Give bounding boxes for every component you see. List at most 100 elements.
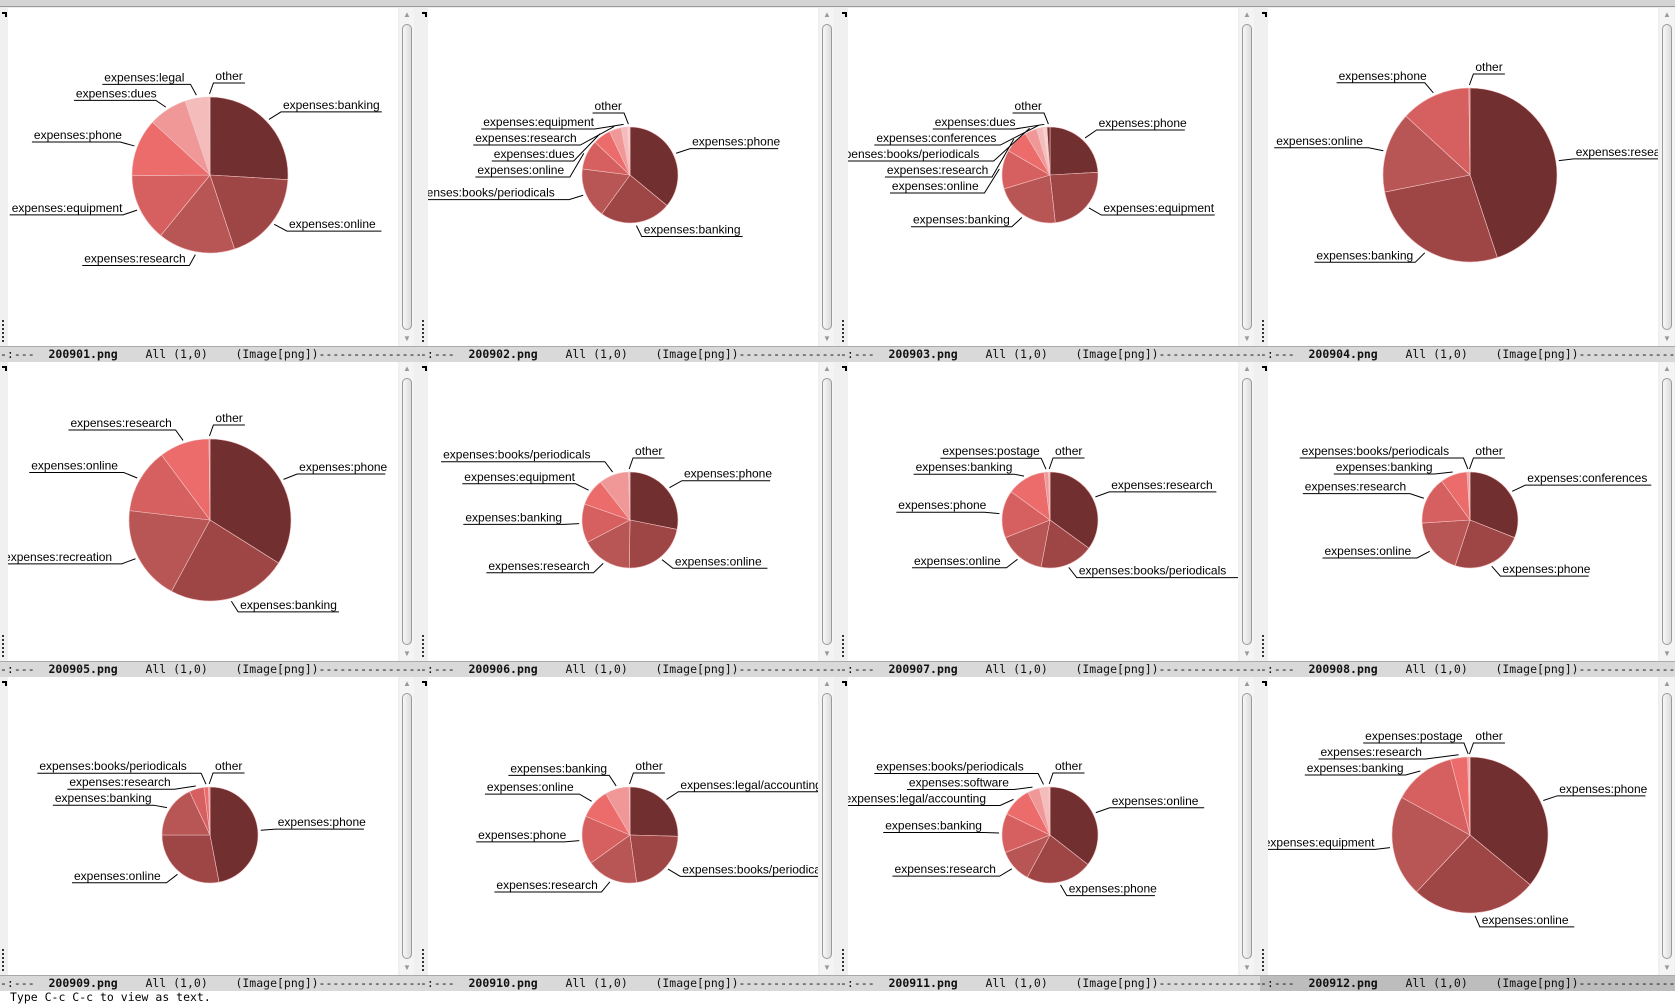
image-window-200904[interactable]: expenses:research expenses:banking expense… xyxy=(1260,8,1675,362)
scroll-down-arrow-icon[interactable]: ▼ xyxy=(1663,334,1671,343)
image-window-200907[interactable]: expenses:research expenses:books/periodic… xyxy=(840,362,1260,677)
scrollbar-thumb[interactable] xyxy=(402,24,412,330)
mode-line[interactable]: -:--- 200904.png All (1,0) (Image[png])-… xyxy=(1260,346,1675,362)
vertical-scrollbar[interactable]: ▲ ▼ xyxy=(400,8,414,346)
buffer-name[interactable]: 200901.png xyxy=(48,347,118,361)
vertical-scrollbar[interactable]: ▲ ▼ xyxy=(400,677,414,975)
scroll-up-arrow-icon[interactable]: ▲ xyxy=(823,10,831,19)
image-window-200903[interactable]: expenses:phone expenses:equipment expenses… xyxy=(840,8,1260,362)
mode-line[interactable]: -:--- 200903.png All (1,0) (Image[png])-… xyxy=(840,346,1260,362)
buffer-name[interactable]: 200908.png xyxy=(1308,662,1378,676)
major-mode[interactable]: (Image[png]) xyxy=(1075,347,1159,361)
mode-line[interactable]: -:--- 200901.png All (1,0) (Image[png])-… xyxy=(0,346,420,362)
image-window-200901[interactable]: expenses:banking expenses:online expenses:… xyxy=(0,8,420,362)
scroll-up-arrow-icon[interactable]: ▲ xyxy=(1243,364,1251,373)
vertical-scrollbar[interactable]: ▲ ▼ xyxy=(820,362,834,661)
major-mode[interactable]: (Image[png]) xyxy=(235,662,319,676)
major-mode[interactable]: (Image[png]) xyxy=(1495,976,1579,990)
buffer-name[interactable]: 200905.png xyxy=(48,662,118,676)
major-mode[interactable]: (Image[png]) xyxy=(655,976,739,990)
major-mode[interactable]: (Image[png]) xyxy=(1495,347,1579,361)
scroll-up-arrow-icon[interactable]: ▲ xyxy=(823,364,831,373)
scroll-up-arrow-icon[interactable]: ▲ xyxy=(1663,10,1671,19)
scroll-up-arrow-icon[interactable]: ▲ xyxy=(403,679,411,688)
scroll-up-arrow-icon[interactable]: ▲ xyxy=(403,10,411,19)
scroll-down-arrow-icon[interactable]: ▼ xyxy=(403,649,411,658)
scrollbar-thumb[interactable] xyxy=(1242,378,1252,645)
buffer-name[interactable]: 200902.png xyxy=(468,347,538,361)
buffer-name[interactable]: 200907.png xyxy=(888,662,958,676)
scrollbar-thumb[interactable] xyxy=(1662,378,1672,645)
pie-slice xyxy=(208,96,211,176)
image-window-200910[interactable]: expenses:legal/accounting expenses:books/… xyxy=(420,677,840,991)
scroll-down-arrow-icon[interactable]: ▼ xyxy=(823,963,831,972)
scroll-up-arrow-icon[interactable]: ▲ xyxy=(823,679,831,688)
vertical-scrollbar[interactable]: ▲ ▼ xyxy=(820,677,834,975)
scroll-down-arrow-icon[interactable]: ▼ xyxy=(1243,963,1251,972)
scrollbar-thumb[interactable] xyxy=(1242,693,1252,959)
slice-label: expenses:conferences xyxy=(1527,471,1647,485)
major-mode[interactable]: (Image[png]) xyxy=(1075,662,1159,676)
image-window-200911[interactable]: expenses:online expenses:phone expenses:re… xyxy=(840,677,1260,991)
scrollbar-thumb[interactable] xyxy=(822,24,832,330)
scroll-down-arrow-icon[interactable]: ▼ xyxy=(1243,649,1251,658)
scrollbar-thumb[interactable] xyxy=(1662,693,1672,959)
scroll-down-arrow-icon[interactable]: ▼ xyxy=(823,334,831,343)
vertical-scrollbar[interactable]: ▲ ▼ xyxy=(1240,677,1254,975)
image-window-200905[interactable]: expenses:phone expenses:banking expenses:r… xyxy=(0,362,420,677)
vertical-scrollbar[interactable]: ▲ ▼ xyxy=(1660,8,1674,346)
buffer-name[interactable]: 200911.png xyxy=(888,976,958,990)
mode-line[interactable]: -:--- 200906.png All (1,0) (Image[png])-… xyxy=(420,661,840,677)
image-window-200909[interactable]: expenses:phone expenses:online expenses:ba… xyxy=(0,677,420,991)
major-mode[interactable]: (Image[png]) xyxy=(235,976,319,990)
scroll-up-arrow-icon[interactable]: ▲ xyxy=(403,364,411,373)
echo-area: Type C-c C-c to view as text. xyxy=(0,991,1675,1004)
scroll-down-arrow-icon[interactable]: ▼ xyxy=(1663,963,1671,972)
buffer-name[interactable]: 200906.png xyxy=(468,662,538,676)
image-window-200908[interactable]: expenses:conferences expenses:phone expens… xyxy=(1260,362,1675,677)
image-window-200902[interactable]: expenses:phone expenses:banking expenses:b… xyxy=(420,8,840,362)
buffer-name[interactable]: 200903.png xyxy=(888,347,958,361)
mode-line[interactable]: -:--- 200909.png All (1,0) (Image[png])-… xyxy=(0,975,420,991)
vertical-scrollbar[interactable]: ▲ ▼ xyxy=(820,8,834,346)
scroll-down-arrow-icon[interactable]: ▼ xyxy=(823,649,831,658)
slice-label: expenses:phone xyxy=(692,135,780,149)
scroll-up-arrow-icon[interactable]: ▲ xyxy=(1243,10,1251,19)
buffer-name[interactable]: 200912.png xyxy=(1308,976,1378,990)
scroll-down-arrow-icon[interactable]: ▼ xyxy=(403,963,411,972)
scroll-up-arrow-icon[interactable]: ▲ xyxy=(1663,364,1671,373)
image-window-200906[interactable]: expenses:phone expenses:online expenses:re… xyxy=(420,362,840,677)
major-mode[interactable]: (Image[png]) xyxy=(655,662,739,676)
major-mode[interactable]: (Image[png]) xyxy=(655,347,739,361)
scroll-up-arrow-icon[interactable]: ▲ xyxy=(1243,679,1251,688)
vertical-scrollbar[interactable]: ▲ ▼ xyxy=(1660,677,1674,975)
buffer-name[interactable]: 200909.png xyxy=(48,976,118,990)
scrollbar-thumb[interactable] xyxy=(822,378,832,645)
buffer-name[interactable]: 200910.png xyxy=(468,976,538,990)
scrollbar-thumb[interactable] xyxy=(402,378,412,645)
scroll-down-arrow-icon[interactable]: ▼ xyxy=(403,334,411,343)
vertical-scrollbar[interactable]: ▲ ▼ xyxy=(400,362,414,661)
major-mode[interactable]: (Image[png]) xyxy=(1495,662,1579,676)
scroll-down-arrow-icon[interactable]: ▼ xyxy=(1243,334,1251,343)
scroll-down-arrow-icon[interactable]: ▼ xyxy=(1663,649,1671,658)
vertical-scrollbar[interactable]: ▲ ▼ xyxy=(1660,362,1674,661)
scrollbar-thumb[interactable] xyxy=(402,693,412,959)
buffer-name[interactable]: 200904.png xyxy=(1308,347,1378,361)
mode-line[interactable]: -:--- 200910.png All (1,0) (Image[png])-… xyxy=(420,975,840,991)
image-window-200912[interactable]: expenses:phone expenses:online expenses:eq… xyxy=(1260,677,1675,991)
mode-line[interactable]: -:--- 200912.png All (1,0) (Image[png])-… xyxy=(1260,975,1675,991)
scrollbar-thumb[interactable] xyxy=(1242,24,1252,330)
mode-line[interactable]: -:--- 200902.png All (1,0) (Image[png])-… xyxy=(420,346,840,362)
mode-line[interactable]: -:--- 200908.png All (1,0) (Image[png])-… xyxy=(1260,661,1675,677)
scroll-up-arrow-icon[interactable]: ▲ xyxy=(1663,679,1671,688)
vertical-scrollbar[interactable]: ▲ ▼ xyxy=(1240,8,1254,346)
major-mode[interactable]: (Image[png]) xyxy=(1075,976,1159,990)
major-mode[interactable]: (Image[png]) xyxy=(235,347,319,361)
vertical-scrollbar[interactable]: ▲ ▼ xyxy=(1240,362,1254,661)
mode-line[interactable]: -:--- 200905.png All (1,0) (Image[png])-… xyxy=(0,661,420,677)
scrollbar-thumb[interactable] xyxy=(822,693,832,959)
scrollbar-thumb[interactable] xyxy=(1662,24,1672,330)
mode-line[interactable]: -:--- 200907.png All (1,0) (Image[png])-… xyxy=(840,661,1260,677)
mode-line[interactable]: -:--- 200911.png All (1,0) (Image[png])-… xyxy=(840,975,1260,991)
